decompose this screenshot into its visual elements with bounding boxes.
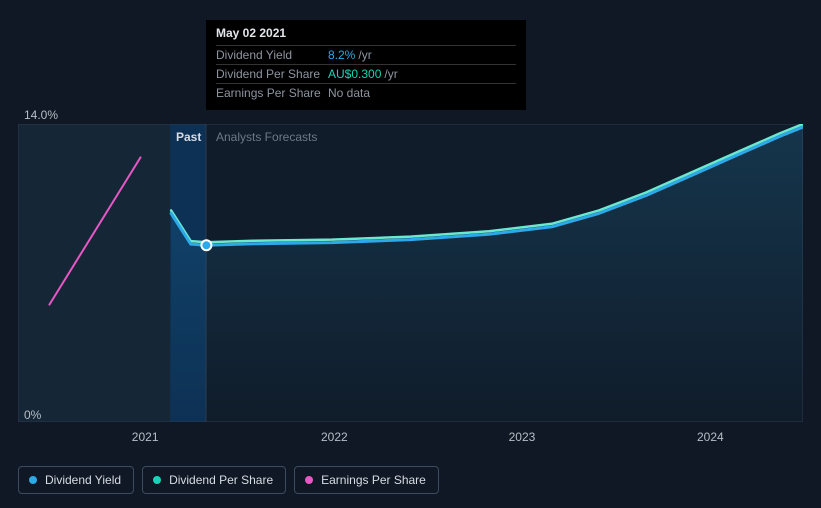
tooltip-row-value: No data [328,86,516,100]
legend-item-label: Dividend Per Share [169,473,273,487]
tooltip-row-value: AU$0.300/yr [328,67,516,81]
tooltip-row: Earnings Per ShareNo data [216,83,516,102]
tooltip-date: May 02 2021 [216,26,516,45]
chart-legend: Dividend Yield Dividend Per Share Earnings… [18,466,439,494]
tooltip-row: Dividend Yield8.2%/yr [216,45,516,64]
tooltip-row-label: Dividend Yield [216,48,328,62]
legend-item-label: Dividend Yield [45,473,121,487]
past-label: Past [176,130,201,144]
y-max-label: 14.0% [24,108,58,122]
tooltip-row-label: Dividend Per Share [216,67,328,81]
x-tick-label: 2021 [132,430,159,444]
x-tick-label: 2023 [509,430,536,444]
legend-item[interactable]: Dividend Per Share [142,466,286,494]
legend-dot-icon [305,476,313,484]
forecast-label: Analysts Forecasts [216,130,317,144]
chart-svg [18,124,803,422]
legend-item[interactable]: Earnings Per Share [294,466,439,494]
tooltip-row-label: Earnings Per Share [216,86,328,100]
x-tick-label: 2022 [321,430,348,444]
legend-dot-icon [153,476,161,484]
legend-item[interactable]: Dividend Yield [18,466,134,494]
tooltip-row: Dividend Per ShareAU$0.300/yr [216,64,516,83]
chart [18,124,803,422]
x-tick-label: 2024 [697,430,724,444]
y-min-label: 0% [24,408,41,422]
legend-dot-icon [29,476,37,484]
tooltip-row-value: 8.2%/yr [328,48,516,62]
chart-tooltip: May 02 2021 Dividend Yield8.2%/yrDividen… [206,20,526,110]
legend-item-label: Earnings Per Share [321,473,426,487]
tooltip-rows: Dividend Yield8.2%/yrDividend Per ShareA… [216,45,516,102]
